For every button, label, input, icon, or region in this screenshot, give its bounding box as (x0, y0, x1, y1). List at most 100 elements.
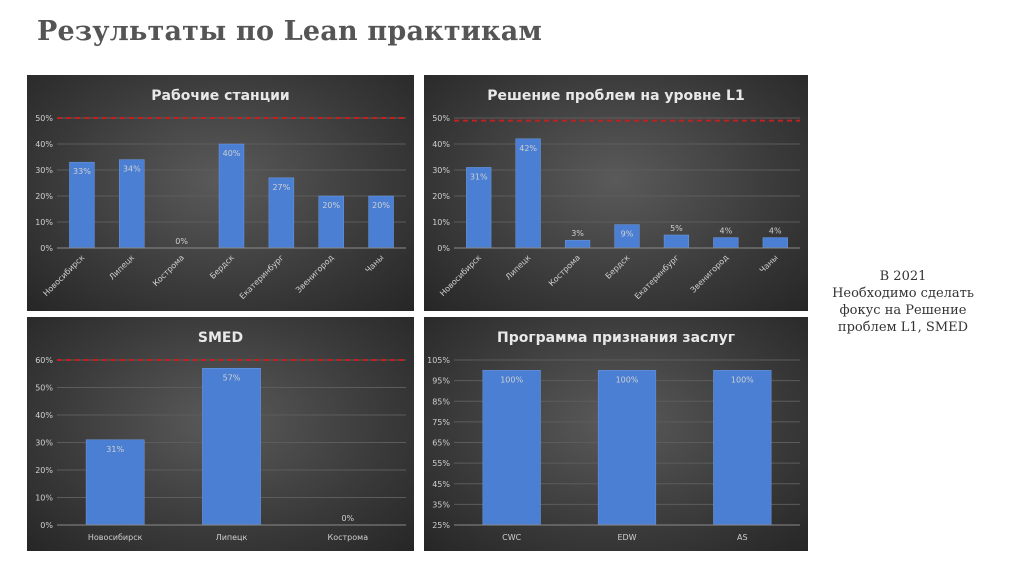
data-label: 100% (731, 375, 754, 384)
data-label: 9% (621, 230, 634, 239)
x-tick-label: Екатеринбург (238, 253, 286, 301)
y-tick-label: 10% (35, 218, 53, 227)
y-tick-label: 30% (35, 166, 53, 175)
y-tick-label: 75% (432, 418, 450, 427)
y-tick-label: 35% (432, 500, 450, 509)
y-tick-label: 95% (432, 377, 450, 386)
y-tick-label: 20% (35, 192, 53, 201)
data-label: 42% (519, 144, 537, 153)
bar (663, 234, 690, 249)
chart-title: Программа признания заслуг (497, 330, 735, 346)
bar (218, 143, 245, 249)
note-line: Необходимо сделать (832, 286, 974, 301)
chart-title: SMED (198, 330, 243, 346)
bar (515, 138, 541, 249)
data-label: 100% (500, 375, 523, 384)
x-tick-label: Липецк (107, 253, 136, 282)
chart-svg: Решение проблем на уровне L1 0% 10% 20% 30% 4… (432, 88, 800, 301)
chart-svg: Рабочие станции 0% 10% 20% 30% 40% 50% 33% Новос… (35, 88, 406, 301)
page-title: Результаты по Lean практикам (37, 16, 543, 47)
x-tick-label: Чаны (364, 253, 386, 275)
data-label: 20% (322, 201, 340, 210)
x-tick-label: Звенигород (294, 253, 336, 295)
y-tick-label: 10% (432, 218, 450, 227)
chart-smed: SMED 0% 10% 20% 30% 40% 50% 60% 31% Новосибирск 57… (27, 317, 414, 551)
bar (713, 370, 772, 526)
data-label: 4% (720, 227, 733, 236)
data-label: 57% (223, 373, 241, 382)
data-label: 40% (223, 149, 241, 158)
chart-recognition-program: Программа признания заслуг 25% 35% 45% 55% 65… (424, 317, 808, 551)
x-tick-label: Кострома (328, 533, 369, 542)
data-label: 33% (73, 167, 91, 176)
x-tick-label: Новосибирск (41, 253, 86, 298)
x-tick-label: Кострома (151, 253, 186, 288)
data-label: 34% (123, 165, 141, 174)
y-tick-label: 85% (432, 397, 450, 406)
data-label: 0% (175, 237, 188, 246)
data-label: 31% (470, 172, 488, 181)
data-label: 31% (106, 445, 124, 454)
chart-title: Рабочие станции (151, 88, 289, 104)
y-tick-label: 65% (432, 439, 450, 448)
bar (318, 195, 344, 249)
bar (482, 370, 541, 526)
data-label: 5% (670, 224, 683, 233)
bar (368, 195, 394, 249)
x-tick-label: Новосибирск (438, 253, 483, 298)
x-tick-label: AS (737, 533, 748, 542)
x-tick-label: Кострома (547, 253, 582, 288)
x-tick-label: Новосибирск (88, 533, 143, 542)
data-label: 20% (372, 201, 390, 210)
note-line: проблем L1, SMED (837, 320, 969, 335)
y-tick-label: 10% (35, 494, 53, 503)
bar (713, 237, 739, 249)
y-tick-label: 40% (35, 411, 53, 420)
y-tick-label: 20% (432, 192, 450, 201)
x-tick-label: Звенигород (689, 253, 731, 295)
x-tick-label: Екатеринбург (633, 253, 681, 301)
y-tick-label: 25% (432, 521, 450, 530)
x-tick-label: CWC (502, 533, 521, 542)
chart-problem-solving-l1: Решение проблем на уровне L1 0% 10% 20% 30% 4… (424, 75, 808, 311)
data-label: 4% (769, 227, 782, 236)
x-tick-label: Бердск (208, 253, 236, 281)
y-tick-label: 45% (432, 480, 450, 489)
x-tick-label: Бердск (604, 253, 632, 281)
chart-svg: SMED 0% 10% 20% 30% 40% 50% 60% 31% Новосибирск 57… (35, 330, 406, 542)
x-tick-label: Липецк (216, 533, 248, 542)
y-tick-label: 60% (35, 356, 53, 365)
note-line: В 2021 (879, 269, 927, 284)
x-tick-label: Липецк (504, 253, 533, 282)
bar (85, 439, 145, 526)
bar (268, 177, 295, 249)
chart-workstations: Рабочие станции 0% 10% 20% 30% 40% 50% 33% Новос… (27, 75, 414, 311)
data-label: 0% (341, 514, 354, 523)
y-tick-label: 105% (427, 356, 450, 365)
x-tick-label: Чаны (758, 253, 780, 275)
data-label: 27% (272, 183, 290, 192)
y-tick-label: 40% (35, 140, 53, 149)
y-tick-label: 50% (35, 384, 53, 393)
y-tick-label: 40% (432, 140, 450, 149)
bar (564, 239, 591, 249)
y-tick-label: 0% (40, 521, 53, 530)
bar (597, 370, 657, 526)
y-tick-label: 20% (35, 466, 53, 475)
y-tick-label: 55% (432, 459, 450, 468)
note-text: В 2021 Необходимо сделать фокус на Решен… (826, 268, 980, 336)
note-line: фокус на Решение (839, 303, 967, 318)
bar (202, 368, 261, 526)
data-label: 100% (616, 375, 639, 384)
y-tick-label: 30% (35, 439, 53, 448)
bar (762, 237, 788, 249)
data-label: 3% (571, 229, 584, 238)
y-tick-label: 50% (432, 114, 450, 123)
y-tick-label: 0% (437, 244, 450, 253)
y-tick-label: 0% (40, 244, 53, 253)
y-tick-label: 50% (35, 114, 53, 123)
bar (119, 159, 145, 249)
x-tick-label: EDW (617, 533, 636, 542)
y-tick-label: 30% (432, 166, 450, 175)
chart-title: Решение проблем на уровне L1 (487, 88, 744, 104)
